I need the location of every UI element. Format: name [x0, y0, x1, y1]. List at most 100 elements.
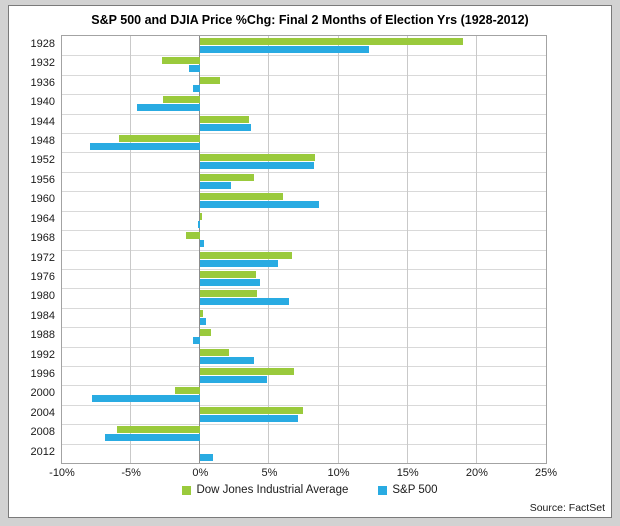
- row-separator: [62, 55, 546, 57]
- bar-sp500-1972: [200, 259, 278, 267]
- bar-sp500-1940: [136, 104, 201, 112]
- y-label-1936: 1936: [30, 76, 55, 89]
- row-separator: [62, 424, 546, 426]
- y-label-1988: 1988: [30, 329, 55, 342]
- chart-title: S&P 500 and DJIA Price %Chg: Final 2 Mon…: [91, 13, 529, 27]
- bar-sp500-1992: [200, 356, 255, 364]
- bar-sp500-2004: [200, 414, 299, 422]
- x-tick-5%: 5%: [261, 467, 278, 479]
- bar-djia-1964: [200, 212, 202, 220]
- y-label-2000: 2000: [30, 387, 55, 400]
- row-separator: [62, 249, 546, 251]
- bar-sp500-1968: [200, 240, 205, 248]
- row-separator: [62, 94, 546, 96]
- x-tick-10%: 10%: [327, 467, 350, 479]
- legend-swatch-sp500: [378, 485, 388, 495]
- row-separator: [62, 230, 546, 232]
- bar-djia-1972: [200, 251, 292, 259]
- row-separator: [62, 268, 546, 270]
- bar-djia-1996: [200, 367, 295, 375]
- bar-djia-1932: [161, 57, 201, 65]
- legend-item-djia: Dow Jones Industrial Average: [182, 484, 348, 496]
- bar-sp500-1932: [189, 65, 201, 73]
- row-separator: [62, 385, 546, 387]
- row-separator: [62, 191, 546, 193]
- row-separator: [62, 307, 546, 309]
- y-label-2004: 2004: [30, 406, 55, 419]
- bar-djia-2004: [200, 406, 303, 414]
- legend-label-sp500: S&P 500: [392, 484, 438, 496]
- gridline-10: [337, 36, 339, 463]
- bar-sp500-1980: [200, 298, 289, 306]
- row-separator: [62, 288, 546, 290]
- bar-sp500-1984: [200, 317, 206, 325]
- bar-djia-1984: [200, 309, 204, 317]
- bar-sp500-1976: [200, 278, 260, 286]
- y-label-1944: 1944: [30, 115, 55, 128]
- y-label-1932: 1932: [30, 57, 55, 70]
- bar-sp500-1948: [89, 143, 201, 151]
- x-tick-0%: 0%: [192, 467, 209, 479]
- row-separator: [62, 113, 546, 115]
- y-label-1948: 1948: [30, 135, 55, 148]
- bar-djia-2000: [175, 387, 201, 395]
- x-tick--5%: -5%: [121, 467, 141, 479]
- y-label-1952: 1952: [30, 154, 55, 167]
- row-separator: [62, 327, 546, 329]
- bar-sp500-1928: [200, 46, 369, 53]
- x-tick-25%: 25%: [534, 467, 558, 479]
- y-label-1976: 1976: [30, 270, 55, 283]
- gridline-15: [406, 36, 408, 463]
- row-separator: [62, 404, 546, 406]
- y-label-1972: 1972: [30, 251, 55, 264]
- y-label-2008: 2008: [30, 426, 55, 439]
- row-separator: [62, 74, 546, 76]
- y-label-1980: 1980: [30, 290, 55, 303]
- bar-sp500-1996: [200, 375, 267, 383]
- bar-djia-1960: [200, 193, 284, 201]
- zero-axis-line: [199, 36, 201, 463]
- gridline-5: [268, 36, 270, 463]
- gridline-20: [475, 36, 477, 463]
- row-separator: [62, 210, 546, 212]
- gridline--5: [130, 36, 132, 463]
- bar-djia-1988: [200, 329, 212, 337]
- chart-panel: S&P 500 and DJIA Price %Chg: Final 2 Mon…: [8, 5, 612, 518]
- bar-djia-1948: [118, 135, 201, 143]
- row-separator: [62, 133, 546, 135]
- bar-djia-1940: [162, 96, 201, 104]
- y-label-2012: 2012: [30, 445, 55, 458]
- bar-djia-2008: [117, 426, 201, 434]
- bar-djia-1956: [200, 173, 255, 181]
- source-text: Source: FactSet: [529, 502, 605, 514]
- y-label-1956: 1956: [30, 173, 55, 186]
- chart-legend: Dow Jones Industrial Average S&P 500: [9, 484, 611, 496]
- bar-djia-1944: [200, 115, 249, 123]
- bar-djia-1928: [200, 38, 464, 45]
- bar-djia-1976: [200, 270, 256, 278]
- y-label-1964: 1964: [30, 212, 55, 225]
- row-separator: [62, 443, 546, 445]
- bar-sp500-1944: [200, 123, 252, 131]
- x-tick--10%: -10%: [49, 467, 75, 479]
- y-label-1984: 1984: [30, 309, 55, 322]
- bar-sp500-1960: [200, 201, 320, 209]
- y-label-1940: 1940: [30, 96, 55, 109]
- bar-sp500-2000: [92, 395, 201, 403]
- y-label-1928: 1928: [30, 38, 55, 50]
- x-tick-20%: 20%: [465, 467, 488, 479]
- bar-djia-1952: [200, 154, 316, 162]
- row-separator: [62, 152, 546, 154]
- bar-djia-1936: [200, 76, 220, 84]
- legend-item-sp500: S&P 500: [378, 484, 438, 496]
- row-separator: [62, 171, 546, 173]
- bar-djia-1992: [200, 348, 230, 356]
- x-tick-15%: 15%: [396, 467, 419, 479]
- row-separator: [62, 365, 546, 367]
- y-label-1960: 1960: [30, 193, 55, 206]
- y-label-1992: 1992: [30, 348, 55, 361]
- y-label-1996: 1996: [30, 367, 55, 380]
- bar-sp500-2008: [104, 434, 201, 442]
- bar-sp500-1956: [200, 181, 231, 189]
- bar-djia-1980: [200, 290, 257, 298]
